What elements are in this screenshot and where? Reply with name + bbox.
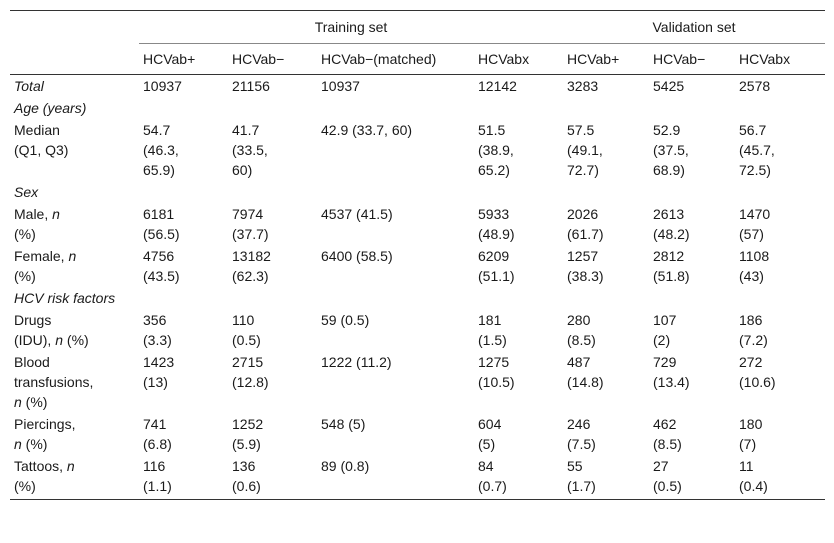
table-cell: 741 (6.8) [143,416,172,452]
table-cell: 1257 (38.3) [567,248,604,284]
group-rule-row [10,43,826,44]
table-cell: 42.9 (33.7, 60) [321,122,413,138]
table-cell: 548 (5) [321,416,366,432]
table-cell: 10937 [143,78,182,94]
table-cell: 2578 [739,78,771,94]
section-label-age: Age (years) [14,100,87,116]
table-cell: 4537 (41.5) [321,206,393,222]
table-cell: 110 (0.5) [232,312,261,348]
table-cell: 51.5 (38.9, 65.2) [478,122,514,178]
table-cell: 6209 (51.1) [478,248,515,284]
blood-row: Blood transfusions, n (%) 1423 (13) 2715 (12… [10,351,825,413]
table-cell: 729 (13.4) [653,354,690,390]
row-label: Piercings, n (%) [14,416,76,452]
data-table: Training set Validation set HCVab+ HCVab… [10,10,826,500]
column-header: HCVab−(matched) [317,43,474,75]
column-header: HCVabx [474,43,563,75]
table-cell: 54.7 (46.3, 65.9) [143,122,179,178]
section-label-sex: Sex [14,184,39,200]
table-cell: 136 (0.6) [228,455,317,500]
validation-set-rule [563,43,826,44]
drugs-row: Drugs (IDU), n (%) 356 (3.3) 110 (0.5) 59 (… [10,309,825,351]
table-cell: 186 (7.2) [739,312,768,348]
table-cell: 1470 (57) [739,206,771,242]
validation-set-label: Validation set [652,19,736,35]
row-label: Female, n (%) [14,248,77,284]
validation-set-header: Validation set [563,10,826,43]
table-cell: 12142 [478,78,517,94]
table-cell: 1423 (13) [143,354,175,390]
table-cell: 462 (8.5) [653,416,682,452]
training-set-rule [139,43,563,44]
row-label: Drugs (IDU), n (%) [14,312,89,348]
row-label: Male, n (%) [14,206,60,242]
section-row: Sex [10,181,825,203]
column-header: HCVab− [649,43,735,75]
group-header-row: Training set Validation set [10,10,826,43]
table-cell: 4756 (43.5) [143,248,180,284]
section-row: Age (years) [10,97,825,119]
male-row: Male, n (%) 6181 (56.5) 7974 (37.7) 4537 (4… [10,203,825,245]
table-cell: 180 (7) [739,416,763,452]
table-cell: 21156 [232,78,270,94]
table-cell: 107 (2) [653,312,677,348]
table-cell: 52.9 (37.5, 68.9) [653,122,689,178]
table-cell: 89 (0.8) [317,455,474,500]
table-cell: 1275 (10.5) [478,354,515,390]
table-cell: 246 (7.5) [567,416,596,452]
column-header: HCVab+ [139,43,228,75]
table-cell: 5933 (48.9) [478,206,515,242]
table-cell: 84 (0.7) [474,455,563,500]
column-header-row: HCVab+ HCVab− HCVab−(matched) HCVabx HCV… [10,43,826,75]
table-cell: 5425 [653,78,685,94]
training-set-header: Training set [139,10,563,43]
table-cell: 2613 (48.2) [653,206,690,242]
table-cell: 13182 (62.3) [232,248,271,284]
table-cell: 6181 (56.5) [143,206,180,242]
female-row: Female, n (%) 4756 (43.5) 13182 (62.3) 6400… [10,245,825,287]
table-cell: 56.7 (45.7, 72.5) [739,122,775,178]
table-cell: 59 (0.5) [321,312,370,328]
row-label: Tattoos, n (%) [10,455,139,500]
row-label: Blood transfusions, n (%) [14,354,94,410]
table-cell: 55 (1.7) [563,455,649,500]
column-header: HCVab− [228,43,317,75]
section-row: HCV risk factors [10,287,825,309]
training-set-label: Training set [314,19,388,35]
piercings-row: Piercings, n (%) 741 (6.8) 1252 (5.9) 548 (… [10,413,825,455]
section-label-risk: HCV risk factors [14,290,116,306]
column-header: HCVabx [735,43,826,75]
data-table-container: Training set Validation set HCVab+ HCVab… [10,10,826,500]
row-label: Median (Q1, Q3) [14,122,69,158]
table-cell: 1252 (5.9) [232,416,264,452]
table-cell: 3283 [567,78,599,94]
row-label: Total [14,78,44,94]
table-cell: 7974 (37.7) [232,206,269,242]
table-cell: 604 (5) [478,416,502,452]
median-row: Median (Q1, Q3) 54.7 (46.3, 65.9) 41.7 (33.5… [10,119,825,181]
table-cell: 10937 [321,78,360,94]
table-cell: 181 (1.5) [478,312,507,348]
table-cell: 272 (10.6) [739,354,776,390]
table-cell: 41.7 (33.5, 60) [232,122,268,178]
table-cell: 356 (3.3) [143,312,172,348]
table-cell: 2026 (61.7) [567,206,604,242]
table-cell: 116 (1.1) [139,455,228,500]
table-cell: 2715 (12.8) [232,354,269,390]
table-cell: 280 (8.5) [567,312,596,348]
table-cell: 57.5 (49.1, 72.7) [567,122,603,178]
total-row: Total 10937 21156 10937 12142 3283 5425 … [10,75,825,98]
table-cell: 27 (0.5) [649,455,735,500]
table-cell: 11 (0.4) [735,455,826,500]
tattoos-row: Tattoos, n (%) 116 (1.1) 136 (0.6) 89 (0.8)… [10,455,826,500]
table-cell: 1108 (43) [739,248,770,284]
table-cell: 1222 (11.2) [321,354,392,370]
table-cell: 487 (14.8) [567,354,604,390]
table-cell: 6400 (58.5) [321,248,393,264]
column-header: HCVab+ [563,43,649,75]
table-cell: 2812 (51.8) [653,248,690,284]
